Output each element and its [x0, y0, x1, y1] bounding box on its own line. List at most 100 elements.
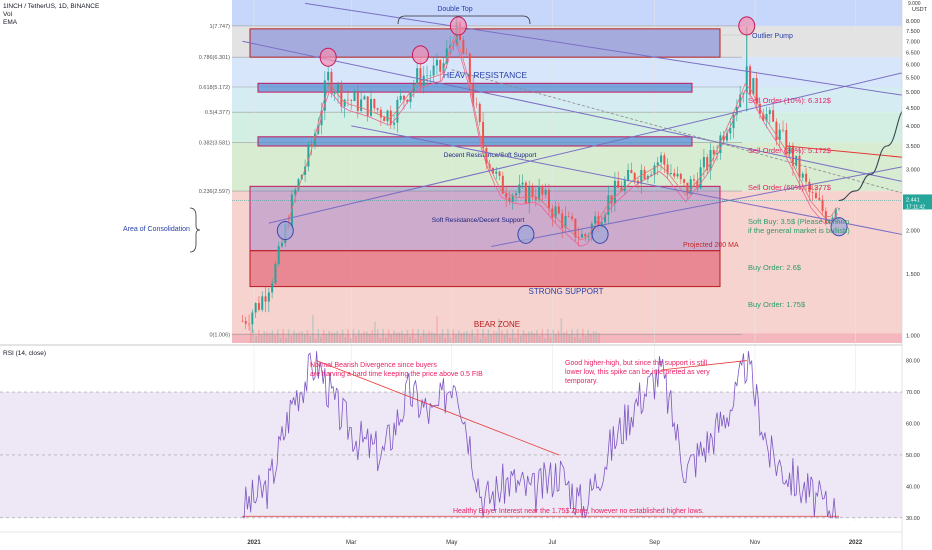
highlight-ellipse	[449, 16, 467, 36]
volume-bar	[309, 336, 311, 343]
candle-body	[528, 186, 531, 203]
volume-bar	[549, 336, 552, 343]
volume-bar	[336, 330, 338, 343]
candle-body	[699, 167, 702, 189]
candle-body	[416, 68, 419, 84]
volume-bar	[385, 337, 387, 343]
candle-body	[310, 144, 313, 147]
volume-bar	[417, 329, 419, 343]
candle-body	[304, 166, 307, 175]
candle-body	[696, 180, 699, 189]
volume-bar	[517, 329, 519, 343]
candle-body	[505, 193, 508, 198]
rsi-title: RSI (14, close)	[3, 350, 46, 357]
volume-bar	[482, 329, 484, 343]
candle-body	[663, 155, 666, 165]
candle-body	[465, 53, 468, 55]
volume-bar	[455, 335, 457, 343]
volume-bar	[252, 329, 255, 343]
rsi-annotation: Good higher-high, but since the support …	[565, 360, 707, 367]
candle-body	[571, 216, 574, 219]
volume-bar	[406, 329, 409, 343]
candle-body	[468, 53, 471, 84]
volume-bar	[393, 330, 395, 343]
volume-bar	[590, 333, 592, 343]
price-tick-label: 3.000	[906, 167, 920, 173]
volume-bar	[258, 329, 260, 343]
volume-bar	[565, 330, 568, 343]
volume-bar	[538, 335, 541, 343]
price-tick-label: 8.000	[906, 19, 920, 25]
volume-bar	[395, 332, 398, 343]
candle-body	[762, 113, 765, 121]
candle-body	[340, 84, 343, 107]
order-label: Soft Buy: 3.5$ (Please confirm	[748, 217, 849, 226]
fib-label: 0.236(2.597)	[199, 189, 230, 195]
volume-bar	[598, 333, 600, 343]
candle-body	[620, 187, 623, 192]
candle-body	[412, 83, 415, 92]
volume-bar	[287, 329, 290, 343]
volume-bar	[557, 330, 560, 343]
candle-body	[541, 185, 544, 195]
candle-body	[805, 173, 808, 182]
candle-body	[271, 283, 274, 293]
candle-body	[402, 95, 405, 100]
candle-body	[515, 193, 518, 196]
candle-body	[445, 48, 448, 64]
volume-bar	[452, 329, 455, 343]
volume-bar	[493, 330, 495, 343]
candle-body	[785, 130, 788, 155]
candle-body	[801, 173, 804, 178]
candle-body	[518, 184, 521, 194]
candle-body	[831, 217, 834, 221]
candle-body	[755, 78, 758, 104]
zone-box	[249, 28, 721, 58]
volume-bar	[463, 331, 465, 343]
volume-bar	[376, 329, 379, 343]
zone-label: Soft Resistance/Decent Support	[432, 217, 525, 224]
candle-body	[838, 208, 841, 210]
price-tick-label: 6.500	[906, 50, 920, 56]
volume-bar	[325, 334, 328, 343]
candle-body	[521, 182, 524, 185]
ema-line-fast	[283, 32, 838, 242]
volume-bar	[412, 329, 414, 343]
candle-body	[307, 144, 310, 167]
volume-bar	[317, 329, 320, 343]
rsi-annotation: lower low, this spike can be interpreted…	[565, 369, 710, 376]
candle-body	[719, 135, 722, 154]
candle-body	[693, 179, 696, 181]
trend-line	[491, 160, 932, 247]
volume-bar	[444, 337, 446, 343]
volume-bar	[501, 330, 503, 343]
candle-body	[765, 114, 768, 121]
volume-indicator-label[interactable]: Vol	[3, 11, 13, 18]
candle-body	[604, 214, 607, 223]
candle-body	[633, 173, 636, 181]
candle-body	[511, 195, 514, 202]
projected-ma-label: Projected 200 MA	[683, 242, 739, 249]
candle-body	[419, 68, 422, 87]
candle-body	[366, 96, 369, 116]
candle-body	[323, 80, 326, 111]
fib-label: 0.5(4.377)	[205, 110, 230, 116]
candle-body	[241, 320, 244, 322]
volume-bar	[547, 329, 549, 343]
candle-body	[264, 296, 267, 302]
ema-indicator-label[interactable]: EMA	[3, 19, 18, 26]
volume-bar	[414, 338, 417, 343]
price-tick-top: 9.000	[908, 1, 921, 7]
rsi-annotation: Healthy Buyer Interest near the 1.75$ Zo…	[453, 508, 704, 515]
candle-body	[808, 181, 811, 192]
consolidation-label: Area of Consolidation	[123, 226, 190, 233]
volume-bar	[503, 334, 506, 343]
candle-body	[617, 180, 620, 188]
symbol-title[interactable]: 1INCH / TetherUS, 1D, BINANCE	[3, 3, 100, 10]
zone-box	[249, 185, 721, 252]
candle-body	[524, 182, 527, 203]
highlight-ellipse	[276, 221, 294, 241]
volume-bar	[282, 329, 284, 343]
candle-body	[577, 237, 580, 238]
